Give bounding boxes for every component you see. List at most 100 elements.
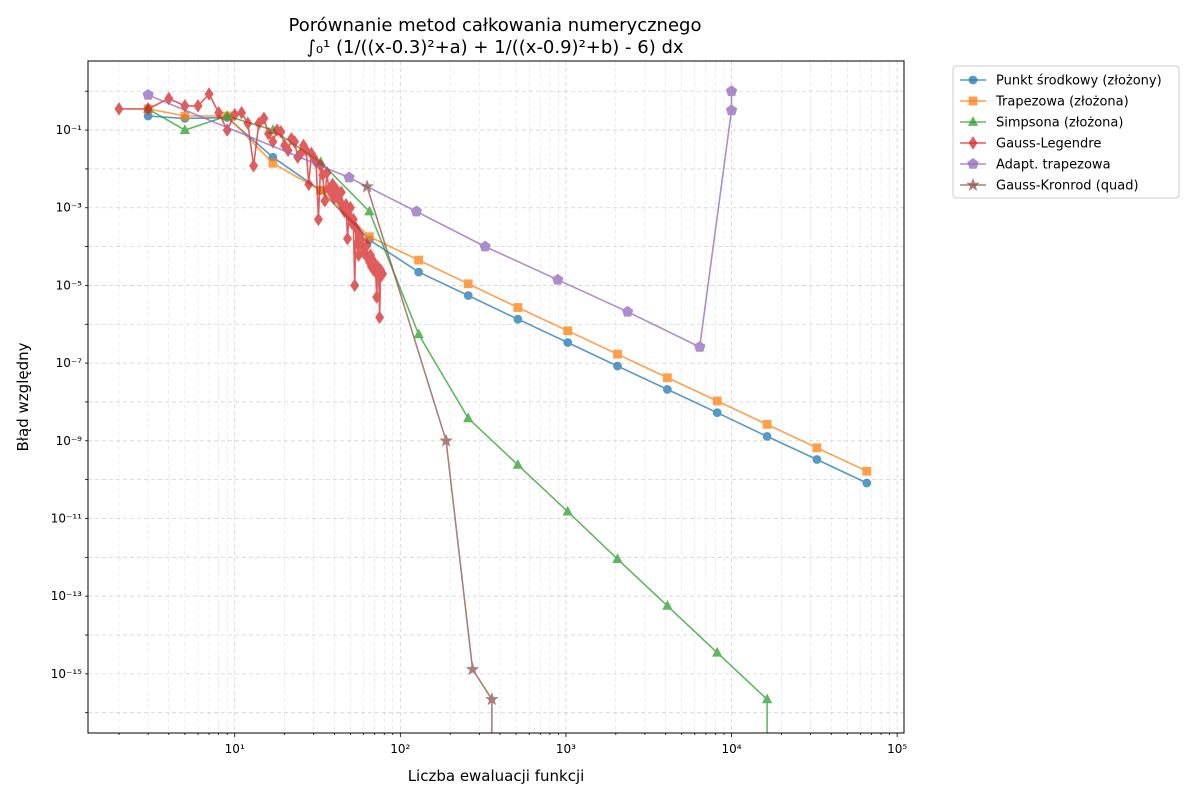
data-point <box>479 240 491 252</box>
data-point <box>513 303 523 312</box>
data-point <box>413 328 424 339</box>
data-point <box>513 314 523 324</box>
data-point <box>414 267 424 277</box>
data-point <box>142 89 154 100</box>
y-tick-label: 10⁻¹ <box>56 123 83 137</box>
data-point <box>360 179 374 193</box>
y-axis-label: Błąd względny <box>14 342 32 451</box>
data-point <box>237 105 247 120</box>
data-point <box>222 110 233 120</box>
data-point <box>372 290 382 304</box>
legend-label: Gauss-Kronrod (quad) <box>996 179 1139 194</box>
data-point <box>465 662 480 676</box>
data-point <box>343 171 355 183</box>
data-point <box>320 194 330 208</box>
data-point <box>812 443 822 453</box>
y-tick-label: 10⁻⁵ <box>56 278 83 292</box>
data-point <box>375 310 385 325</box>
data-point <box>512 459 524 469</box>
x-tick-label: 10⁵ <box>887 742 907 756</box>
data-point <box>259 111 269 126</box>
data-point <box>463 291 473 300</box>
data-point <box>613 361 622 371</box>
data-point <box>249 159 259 173</box>
data-point <box>364 232 374 242</box>
data-point <box>662 373 672 383</box>
data-point <box>364 205 375 216</box>
legend-marker <box>968 75 978 85</box>
legend-label: Adapt. trapezowa <box>996 158 1111 173</box>
data-point <box>243 116 253 130</box>
data-point <box>290 135 300 149</box>
data-point <box>662 600 673 610</box>
data-point <box>725 85 738 97</box>
x-tick-label: 10³ <box>556 742 576 756</box>
grid <box>88 61 904 733</box>
data-point <box>346 200 355 215</box>
data-point <box>762 419 772 429</box>
data-point <box>463 412 474 423</box>
legend: Punkt środkowy (złożony) Trapezowa (złożo… <box>952 65 1180 199</box>
y-tick-label: 10⁻¹⁵ <box>51 667 82 681</box>
data-point <box>378 266 387 281</box>
data-point <box>712 408 722 418</box>
y-tick-label: 10⁻¹³ <box>51 589 82 603</box>
series-adapt-trapezowa <box>142 85 738 352</box>
data-point <box>612 553 623 563</box>
data-point <box>350 278 360 293</box>
x-tick-label: 10⁴ <box>721 742 741 756</box>
data-point <box>410 205 423 217</box>
data-point <box>204 87 214 101</box>
data-point <box>214 105 224 120</box>
legend-entry: Gauss-Kronrod (quad) <box>960 177 1139 194</box>
data-point <box>439 433 453 447</box>
legend-entry: Trapezowa (złożona) <box>960 95 1129 110</box>
data-point <box>414 255 424 265</box>
y-tick-label: 10⁻⁷ <box>56 356 83 370</box>
x-tick-label: 10² <box>390 742 410 756</box>
data-point <box>621 305 634 317</box>
y-tick-label: 10⁻⁹ <box>56 434 83 448</box>
legend-label: Simpsona (złożona) <box>996 116 1123 131</box>
data-point <box>725 104 738 116</box>
data-point <box>862 478 872 488</box>
data-point <box>762 431 772 441</box>
plot-frame <box>87 60 905 734</box>
data-point <box>143 102 153 116</box>
data-point <box>348 212 358 227</box>
data-point <box>264 127 273 141</box>
data-point <box>336 185 346 200</box>
legend-entry: Punkt środkowy (złożony) <box>960 74 1162 89</box>
legend-entry: Adapt. trapezowa <box>960 158 1111 173</box>
legend-marker <box>968 96 978 106</box>
data-point <box>485 692 499 706</box>
data-point <box>562 505 573 516</box>
legend-box <box>952 65 1180 199</box>
legend-label: Gauss-Legendre <box>996 137 1101 152</box>
data-point <box>114 102 124 116</box>
data-point <box>313 212 323 227</box>
legend-marker <box>966 177 980 191</box>
data-point <box>276 125 286 139</box>
chart-subtitle: ∫₀¹ (1/((x-0.3)²+a) + 1/((x-0.9)²+b) - 6… <box>306 37 683 58</box>
data-point <box>164 91 174 106</box>
legend-entry: Simpsona (złożona) <box>960 116 1123 131</box>
data-point <box>862 466 872 476</box>
data-point <box>761 693 773 704</box>
data-point <box>613 349 622 359</box>
data-point <box>552 273 564 285</box>
data-point <box>180 111 190 121</box>
y-tick-label: 10⁻¹¹ <box>51 511 82 525</box>
data-point <box>362 238 372 252</box>
data-point <box>812 455 822 464</box>
data-point <box>268 158 278 168</box>
data-point <box>563 326 573 336</box>
legend-label: Punkt środkowy (złożony) <box>996 74 1162 89</box>
axis-ticks: 10¹ 10² 10³ 10⁴ 10⁵ 10⁻¹⁵ 10⁻¹³ 10⁻¹¹ 10⁻⁹ 10⁻⁷ 10… <box>51 90 907 756</box>
legend-label: Trapezowa (złożona) <box>995 95 1129 110</box>
data-point <box>563 338 573 347</box>
data-point <box>463 279 473 289</box>
x-axis-label: Liczba ewaluacji funkcji <box>408 767 585 785</box>
data-point <box>662 385 672 394</box>
